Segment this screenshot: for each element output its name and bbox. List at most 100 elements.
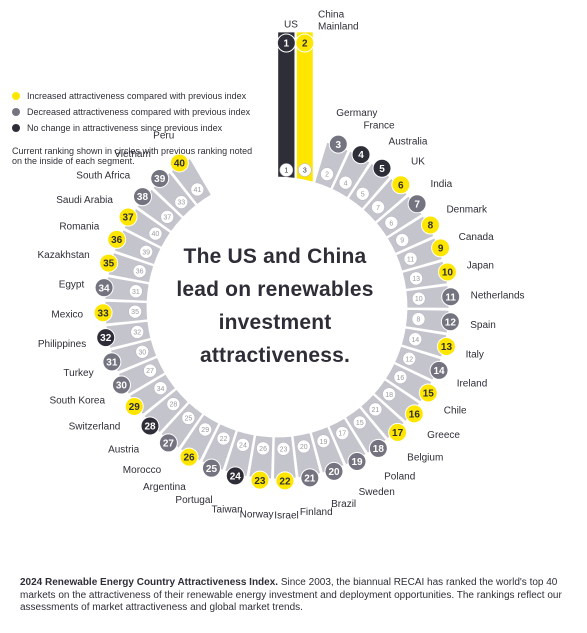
previous-rank-circle <box>143 363 157 378</box>
current-rank-label: 24 <box>230 472 242 483</box>
current-rank-label: 18 <box>373 444 385 455</box>
legend-label-decreased: Decreased attractiveness compared with p… <box>27 107 251 117</box>
current-rank-circle <box>102 352 122 372</box>
current-rank-label: 1 <box>284 39 290 50</box>
current-rank-circle <box>169 153 189 173</box>
current-rank-circle <box>324 461 344 481</box>
headline-line-3: investment <box>218 311 332 334</box>
previous-rank-label: 14 <box>411 337 419 344</box>
country-label: Switzerland <box>69 421 121 432</box>
previous-rank-label: 4 <box>344 180 348 187</box>
current-rank-circle <box>275 471 295 491</box>
current-rank-circle <box>328 134 348 154</box>
headline: The US and China lead on renewables inve… <box>150 240 400 372</box>
previous-rank-label: 1 <box>284 168 288 175</box>
country-label: Sweden <box>359 487 395 498</box>
current-rank-circle <box>440 312 460 332</box>
current-rank-label: 22 <box>279 476 291 487</box>
previous-rank-label: 12 <box>405 356 413 363</box>
current-rank-circle <box>111 375 131 395</box>
headline-line-4: attractiveness. <box>199 344 351 367</box>
previous-rank-circle <box>338 175 353 190</box>
current-rank-circle <box>404 404 424 424</box>
previous-rank-label: 30 <box>138 349 146 356</box>
country-label: Poland <box>384 472 415 483</box>
previous-rank-circle <box>128 304 142 319</box>
current-rank-circle <box>347 452 367 472</box>
previous-rank-circle <box>190 182 205 197</box>
legend-label-increased: Increased attractiveness compared with p… <box>27 91 247 101</box>
previous-rank-circle <box>409 271 423 286</box>
current-rank-label: 26 <box>183 453 195 464</box>
current-rank-circle <box>93 303 113 323</box>
country-label: Australia <box>389 137 428 148</box>
current-rank-circle <box>441 287 461 307</box>
country-label: China Mainland <box>318 10 359 33</box>
current-rank-label: 39 <box>154 174 166 185</box>
previous-rank-label: 16 <box>397 375 405 382</box>
legend-dot-increased <box>12 92 20 100</box>
current-rank-circle <box>250 470 270 490</box>
country-label: Mexico <box>51 309 83 320</box>
previous-rank-label: 10 <box>415 296 423 303</box>
previous-rank-label: 22 <box>220 436 228 443</box>
previous-rank-circle <box>160 210 175 224</box>
legend-item-decreased: Decreased attractiveness compared with p… <box>12 104 250 120</box>
current-rank-circle <box>94 278 114 298</box>
country-label: US <box>284 20 298 31</box>
current-rank-circle <box>407 194 427 214</box>
country-label: Netherlands <box>471 290 525 301</box>
country-label: Saudi Arabia <box>56 195 113 206</box>
previous-rank-label: 26 <box>259 446 267 453</box>
country-label: Kazakhstan <box>37 250 89 261</box>
previous-rank-label: 36 <box>136 269 144 276</box>
previous-rank-label: 34 <box>157 386 165 393</box>
previous-rank-label: 25 <box>184 416 192 423</box>
previous-rank-label: 20 <box>300 444 308 451</box>
country-label: Morocco <box>123 465 162 476</box>
current-rank-circle <box>372 158 392 178</box>
current-rank-label: 9 <box>438 243 444 254</box>
previous-rank-circle <box>355 186 370 201</box>
previous-rank-circle <box>320 167 334 181</box>
current-rank-label: 7 <box>414 199 420 210</box>
previous-rank-label: 32 <box>133 330 141 337</box>
previous-rank-circle <box>395 233 410 247</box>
previous-rank-label: 23 <box>280 446 288 453</box>
current-rank-label: 16 <box>409 409 421 420</box>
country-label: Finland <box>300 507 333 518</box>
current-rank-label: 37 <box>122 213 134 224</box>
previous-rank-label: 9 <box>400 238 404 245</box>
previous-rank-label: 5 <box>361 191 365 198</box>
current-rank-circle <box>99 253 119 273</box>
current-rank-label: 4 <box>358 150 364 161</box>
country-label: South Africa <box>76 171 130 182</box>
footnote: 2024 Renewable Energy Country Attractive… <box>20 577 570 615</box>
previous-rank-label: 24 <box>239 442 247 449</box>
previous-rank-circle <box>371 200 385 215</box>
current-rank-circle <box>418 383 438 403</box>
country-label: India <box>430 179 452 190</box>
current-rank-label: 17 <box>392 428 404 439</box>
current-rank-label: 33 <box>98 308 110 319</box>
current-rank-circle <box>388 422 408 442</box>
country-label: Egypt <box>59 279 85 290</box>
current-rank-circle <box>118 207 138 227</box>
previous-rank-circle <box>408 332 423 347</box>
current-rank-label: 2 <box>302 39 308 50</box>
footnote-text: Since 2003, the biannual RECAI has ranke… <box>20 577 562 613</box>
previous-rank-circle <box>403 251 418 266</box>
country-label: Canada <box>459 232 494 243</box>
current-rank-label: 35 <box>103 259 115 270</box>
country-label: Japan <box>467 261 494 272</box>
previous-rank-circle <box>166 397 181 411</box>
previous-rank-label: 6 <box>389 220 393 227</box>
country-label: Peru <box>153 130 174 141</box>
current-rank-circle <box>150 168 170 188</box>
legend: Increased attractiveness compared with p… <box>12 88 250 136</box>
previous-rank-circle <box>402 351 417 366</box>
country-label: Taiwan <box>212 504 243 515</box>
previous-rank-label: 31 <box>132 289 140 296</box>
current-rank-label: 36 <box>111 235 123 246</box>
